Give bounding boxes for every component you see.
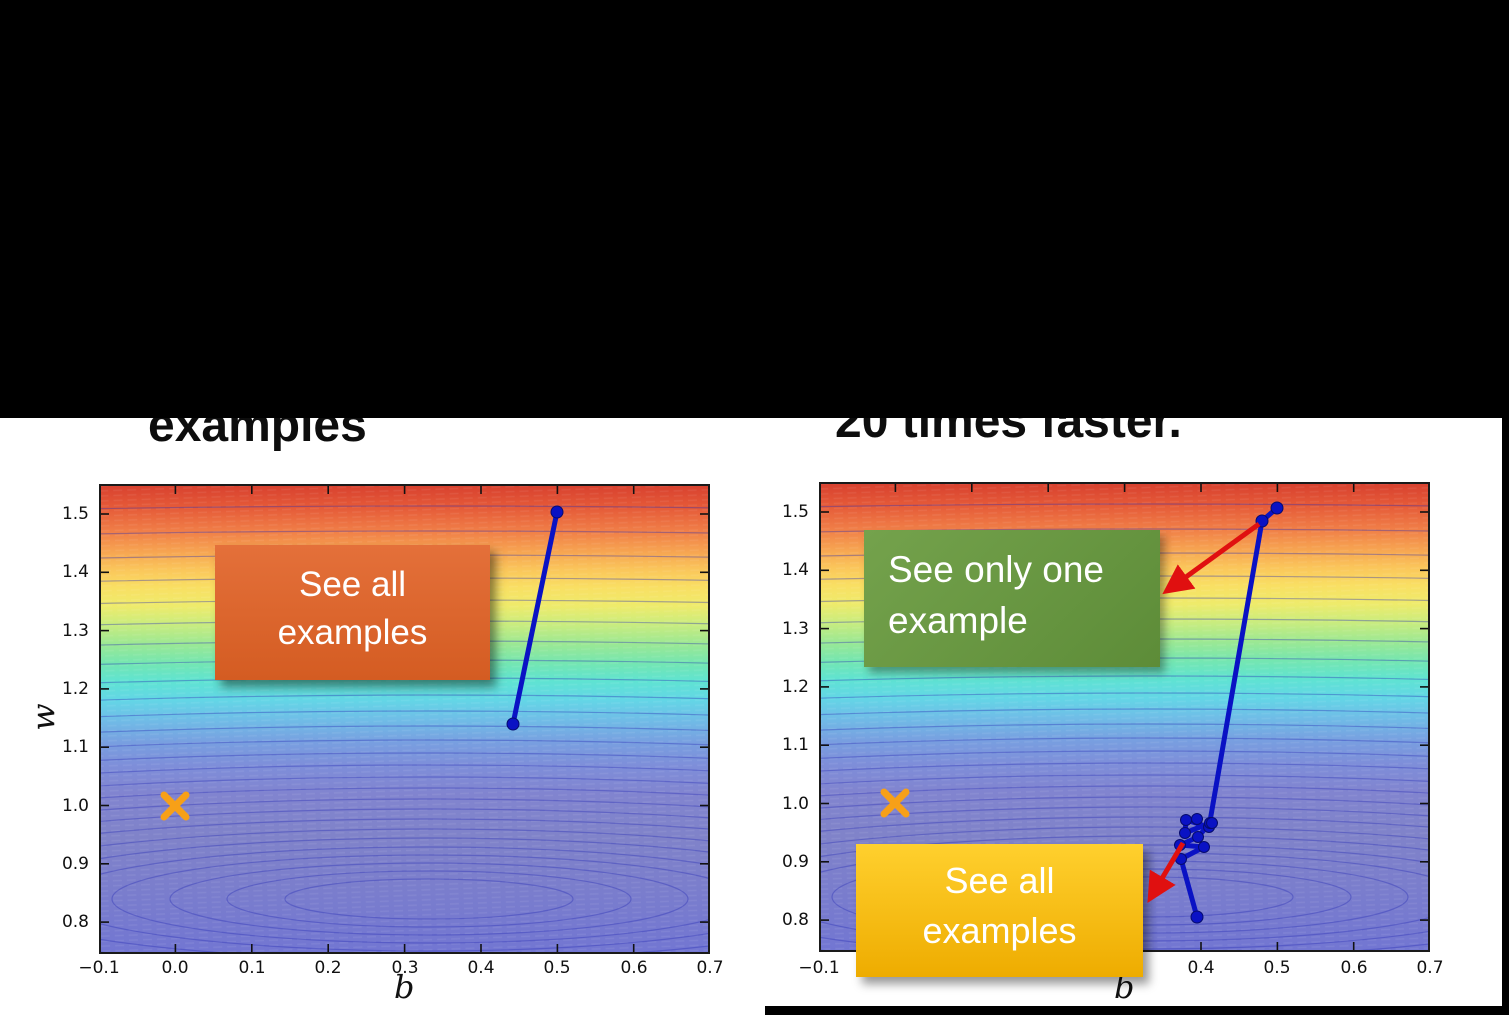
y-tick-label: 1.3 [781, 619, 809, 639]
x-tick-label: 0.3 [391, 958, 419, 978]
see-all-examples-box-left: See all examples [215, 545, 490, 680]
path-point [1191, 813, 1203, 825]
path-point [550, 505, 564, 519]
y-tick-label: 0.9 [61, 854, 89, 874]
y-tick-label: 1.5 [61, 504, 89, 524]
path-point [1190, 910, 1204, 924]
y-axis-label: w [24, 703, 63, 731]
path-point [1179, 827, 1191, 839]
path-point [1206, 817, 1218, 829]
path-point [506, 717, 520, 731]
path-point [1198, 841, 1210, 853]
see-only-one-example-box: See only one example [864, 530, 1160, 667]
x-tick-label: 0.0 [161, 958, 189, 978]
y-tick-label: 1.0 [61, 796, 89, 816]
y-tick-label: 0.8 [61, 912, 89, 932]
x-tick-label: 0.4 [1187, 958, 1215, 978]
x-axis-label: b [1114, 968, 1135, 1006]
x-tick-label: 0.4 [467, 958, 495, 978]
x-tick-label: 0.2 [314, 958, 342, 978]
callout-text-line: See all [944, 860, 1055, 901]
y-tick-label: 1.2 [781, 677, 809, 697]
x-tick-label: 0.5 [543, 958, 571, 978]
path-point [1175, 853, 1187, 865]
y-tick-label: 1.3 [61, 621, 89, 641]
y-tick-label: 0.9 [781, 852, 809, 872]
see-all-examples-box-right: See all examples [856, 844, 1143, 977]
path-point [1270, 501, 1284, 515]
callout-text-line: examples [277, 613, 428, 652]
x-tick-label: 0.1 [238, 958, 266, 978]
x-tick-label: 0.7 [1416, 958, 1444, 978]
callout-text-line: example [888, 600, 1028, 641]
minimum-marker [160, 791, 190, 821]
top-black-banner [0, 0, 1509, 418]
y-tick-label: 1.1 [61, 737, 89, 757]
callout-text-line: See only one [888, 549, 1105, 590]
bottom-black-bar [765, 1006, 1509, 1015]
y-tick-label: 1.0 [781, 794, 809, 814]
y-tick-label: 0.8 [781, 910, 809, 930]
x-tick-label: 0.6 [1340, 958, 1368, 978]
y-tick-label: 1.2 [61, 679, 89, 699]
axis-ticks [99, 485, 710, 953]
x-tick-label: 0.5 [1263, 958, 1291, 978]
path-point [1192, 831, 1204, 843]
plot-frame [99, 484, 710, 954]
x-tick-label: 0.7 [696, 958, 724, 978]
callout-text-line: See all [298, 565, 407, 604]
path-point [1255, 514, 1269, 528]
gd-path [506, 505, 564, 731]
y-tick-label: 1.4 [61, 562, 89, 582]
path-point [1174, 839, 1186, 851]
callout-text-line: examples [922, 910, 1077, 951]
y-tick-label: 1.5 [781, 502, 809, 522]
x-tick-label: −0.1 [78, 958, 120, 978]
path-point [1180, 814, 1192, 826]
minimum-marker [880, 788, 910, 818]
y-tick-label: 1.4 [781, 560, 809, 580]
x-axis-label: b [394, 968, 415, 1006]
x-tick-label: −0.1 [798, 958, 840, 978]
y-tick-label: 1.1 [781, 735, 809, 755]
right-black-bar [1502, 418, 1509, 1015]
x-tick-label: 0.6 [620, 958, 648, 978]
